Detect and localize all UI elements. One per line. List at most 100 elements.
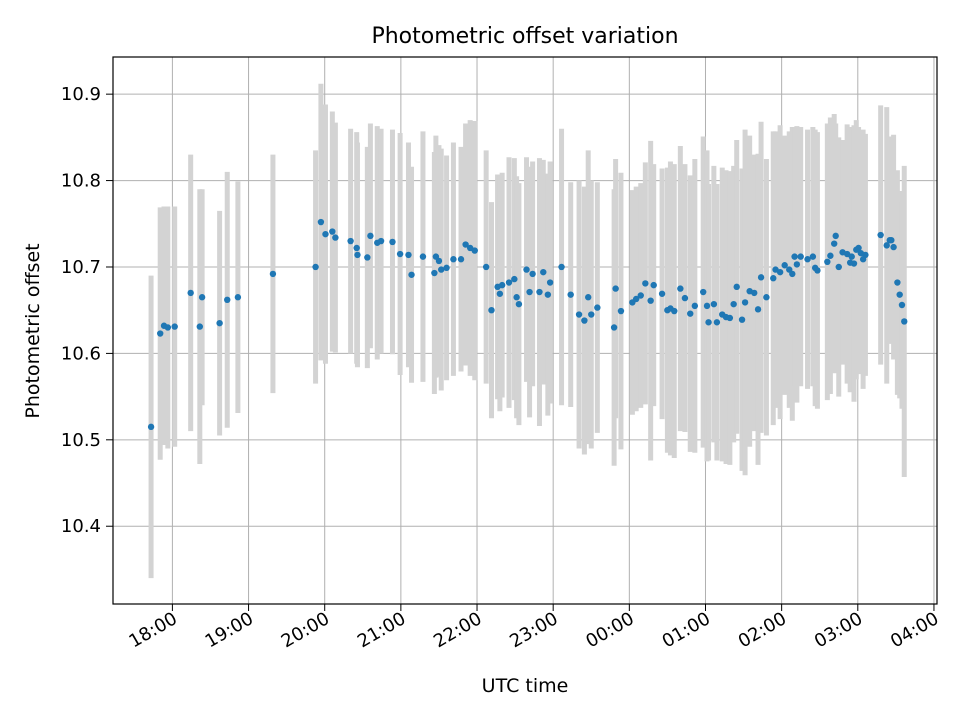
data-point — [431, 269, 438, 277]
data-point — [198, 294, 206, 301]
data-point — [677, 285, 684, 292]
data-point — [705, 319, 712, 326]
data-point — [505, 279, 513, 286]
data-point — [751, 289, 758, 297]
data-point — [713, 319, 721, 326]
data-point — [726, 314, 734, 322]
data-point — [781, 262, 788, 269]
data-point — [612, 285, 619, 292]
plot-frame — [112, 56, 938, 605]
data-point — [730, 300, 737, 308]
data-point — [196, 323, 204, 330]
data-point — [353, 244, 360, 252]
data-point — [544, 291, 552, 298]
data-point — [389, 238, 396, 246]
data-point — [585, 294, 592, 301]
data-point — [575, 311, 583, 318]
data-point — [898, 301, 906, 309]
data-point — [770, 275, 777, 282]
data-point — [581, 317, 588, 324]
data-point — [405, 251, 412, 259]
data-point — [396, 250, 404, 258]
data-point — [347, 237, 354, 245]
data-point — [377, 237, 385, 245]
data-point — [827, 252, 834, 259]
data-point — [354, 251, 361, 259]
data-point — [757, 274, 765, 281]
data-point — [710, 300, 718, 308]
data-point — [850, 260, 858, 267]
data-point — [700, 288, 707, 296]
data-point — [888, 236, 895, 244]
data-point — [804, 256, 811, 263]
data-point — [754, 306, 762, 313]
x-axis-label: UTC time — [482, 675, 569, 697]
data-point — [733, 283, 740, 291]
y-tick-label: 10.8 — [61, 171, 101, 192]
y-tick-label: 10.7 — [61, 257, 101, 278]
data-point — [443, 264, 450, 272]
chart-title: Photometric offset variation — [371, 24, 678, 49]
data-point — [594, 304, 601, 311]
data-point — [642, 280, 649, 287]
data-point — [896, 291, 903, 298]
data-point — [776, 268, 784, 276]
data-point — [498, 281, 506, 289]
data-point — [830, 240, 838, 247]
data-point — [526, 288, 533, 296]
data-point — [763, 294, 770, 301]
data-point — [546, 279, 554, 286]
data-point — [832, 232, 839, 240]
data-point — [216, 319, 223, 327]
data-point — [496, 290, 504, 297]
data-point — [637, 292, 644, 299]
data-point — [419, 253, 427, 260]
data-point — [164, 324, 172, 331]
data-point — [691, 302, 699, 310]
data-point — [632, 295, 640, 303]
data-point — [408, 271, 415, 278]
data-point — [332, 234, 339, 241]
data-point — [658, 290, 666, 297]
data-point — [438, 266, 445, 273]
data-point — [877, 231, 884, 239]
data-point — [234, 294, 242, 301]
data-point — [147, 423, 155, 431]
data-point — [523, 266, 530, 273]
data-point — [322, 230, 329, 238]
data-point — [457, 256, 465, 263]
data-point — [157, 330, 164, 337]
data-point — [317, 218, 325, 226]
data-point — [536, 288, 543, 296]
y-axis-ticks: 10.4 10.5 10.6 10.7 10.8 10.9 — [61, 84, 113, 537]
data-point — [650, 281, 657, 289]
y-tick-label: 10.6 — [61, 343, 101, 364]
data-point — [329, 228, 336, 235]
data-point — [269, 270, 277, 278]
data-point — [703, 302, 711, 310]
data-point — [588, 311, 595, 318]
data-point — [471, 247, 478, 254]
data-point — [687, 310, 694, 317]
data-point — [894, 279, 901, 286]
data-point — [789, 270, 796, 278]
data-point — [617, 307, 625, 315]
data-point — [809, 253, 817, 260]
data-point — [741, 299, 749, 306]
data-point — [367, 232, 374, 240]
data-point — [558, 263, 565, 271]
data-point — [529, 270, 536, 278]
y-axis-label: Photometric offset — [22, 243, 44, 418]
data-point — [462, 241, 469, 248]
data-point — [224, 296, 231, 304]
data-point — [488, 306, 495, 314]
data-point — [312, 263, 319, 271]
y-tick-label: 10.5 — [61, 430, 101, 451]
y-tick-label: 10.4 — [61, 516, 101, 537]
data-point — [797, 253, 804, 260]
data-point — [901, 318, 908, 325]
data-point — [187, 289, 194, 297]
data-point — [848, 253, 855, 260]
data-point — [435, 257, 443, 265]
